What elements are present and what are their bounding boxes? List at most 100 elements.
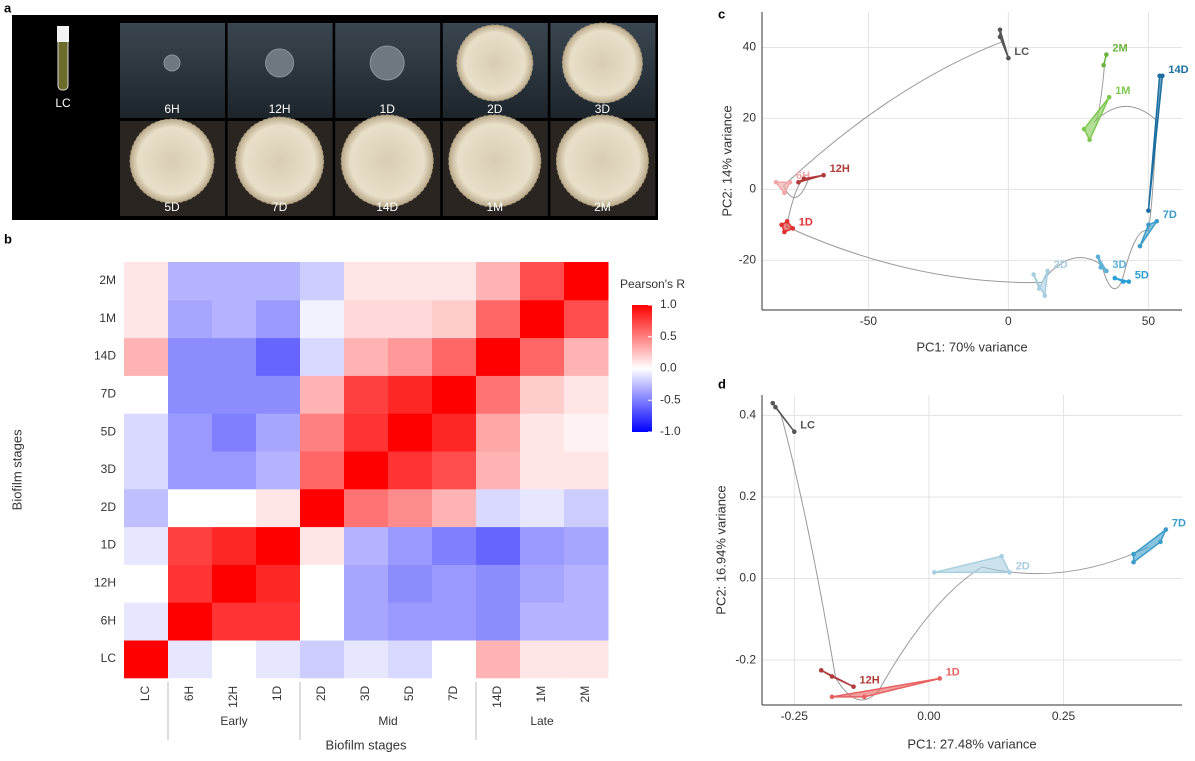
group-label: LC [1014, 46, 1029, 58]
heat-cell [564, 262, 609, 300]
heat-cell [256, 451, 301, 489]
image-label: 3D [595, 102, 611, 116]
group-label: 3D [1112, 259, 1126, 271]
heat-cell [520, 602, 565, 640]
heat-cell [432, 338, 477, 376]
group-label: 12H [860, 675, 880, 687]
heat-cell [212, 602, 257, 640]
heat-cell [300, 338, 345, 376]
colorbar-label: 1.0 [660, 297, 677, 311]
heat-cell [168, 338, 213, 376]
heat-cell [564, 489, 609, 527]
y-axis-title: PC2: 16.94% variance [713, 485, 728, 614]
heat-cell [432, 640, 477, 678]
panel-label: a [4, 0, 12, 15]
point [1138, 244, 1143, 249]
x-axis-title: PC1: 70% variance [916, 339, 1027, 354]
heat-cell [344, 451, 389, 489]
panel-label: d [718, 376, 726, 391]
heat-cell [124, 338, 169, 376]
image-label: 14D [376, 200, 398, 214]
x-tick-label: 3D [358, 685, 372, 701]
heat-cell [432, 527, 477, 565]
point [1082, 127, 1087, 132]
x-tick-label: 6H [182, 686, 196, 701]
point [1121, 279, 1126, 284]
y-axis-title: Biofilm stages [9, 429, 24, 510]
x-tick-label: 5D [402, 685, 416, 701]
heat-cell [476, 564, 521, 602]
heat-cell [168, 413, 213, 451]
image-label: 7D [272, 200, 288, 214]
point [932, 570, 937, 575]
x-tick-label: 0.00 [917, 709, 941, 723]
heat-cell [212, 640, 257, 678]
y-tick-label: LC [101, 651, 117, 665]
y-tick-label: 1M [99, 311, 116, 325]
heat-cell [168, 300, 213, 338]
x-tick-label: 1M [534, 686, 548, 703]
heat-cell [344, 527, 389, 565]
heat-cell [212, 338, 257, 376]
plot-area [762, 395, 1182, 705]
y-tick-label: 0 [749, 182, 756, 196]
x-tick-label: 7D [446, 685, 460, 701]
colorbar-label: -1.0 [660, 424, 681, 438]
heat-cell [520, 300, 565, 338]
heat-cell [564, 564, 609, 602]
point [821, 173, 826, 178]
point [998, 27, 1003, 32]
heat-cell [168, 602, 213, 640]
x-tick-label: -0.25 [781, 709, 809, 723]
point [1099, 265, 1104, 270]
heat-cell [564, 338, 609, 376]
heat-cell [564, 640, 609, 678]
heat-cell [344, 375, 389, 413]
point [1131, 560, 1136, 565]
heat-cell [344, 338, 389, 376]
heat-cell [432, 564, 477, 602]
y-tick-label: 14D [94, 349, 116, 363]
figure: aLC6H12H1D2D3D5D7D14D1M2MbLC6H12H1D2D3D5… [0, 0, 1195, 756]
heat-cell [476, 262, 521, 300]
point [819, 668, 824, 673]
heat-cell [432, 451, 477, 489]
heat-cell [212, 564, 257, 602]
colorbar-label: -0.5 [660, 392, 681, 406]
heat-cell [388, 375, 433, 413]
point [1087, 137, 1092, 142]
heat-cell [300, 451, 345, 489]
colony [236, 117, 324, 205]
heat-cell [256, 262, 301, 300]
panel-label: b [4, 231, 12, 246]
x-tick-label: -50 [860, 314, 878, 328]
image-label: 1M [486, 200, 503, 214]
heat-cell [476, 527, 521, 565]
point [796, 180, 801, 185]
point [862, 695, 867, 700]
heat-cell [212, 527, 257, 565]
heat-cell [388, 564, 433, 602]
y-tick-label: -0.2 [735, 652, 756, 666]
x-tick-label: 12H [226, 686, 240, 708]
point [830, 674, 835, 679]
y-tick-label: 6H [101, 613, 116, 627]
point [782, 191, 787, 196]
heat-cell [212, 451, 257, 489]
point [791, 226, 796, 231]
heat-cell [212, 300, 257, 338]
heat-cell [256, 338, 301, 376]
x-axis-title: Biofilm stages [326, 737, 407, 752]
heat-cell [476, 338, 521, 376]
group-label: LC [800, 420, 815, 432]
heat-cell [520, 451, 565, 489]
heat-cell [168, 527, 213, 565]
heat-cell [476, 413, 521, 451]
group-label: 1M [1115, 85, 1130, 97]
heat-cell [300, 640, 345, 678]
heat-cell [300, 375, 345, 413]
heat-cell [520, 413, 565, 451]
heat-cell [388, 338, 433, 376]
y-tick-label: 40 [743, 40, 757, 54]
group-label: Late [530, 714, 554, 728]
